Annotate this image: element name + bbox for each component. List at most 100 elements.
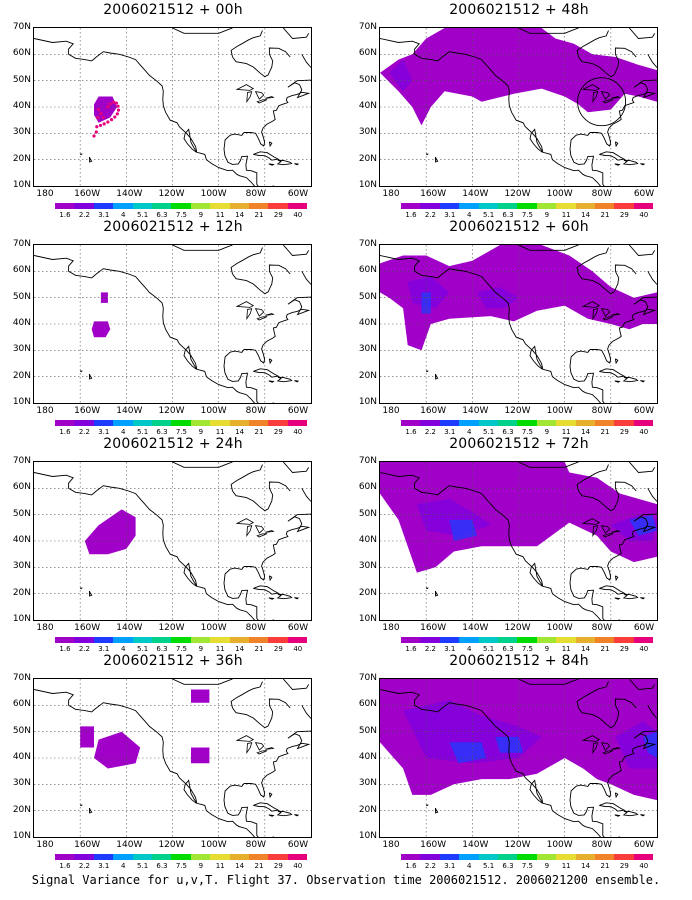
colorbar (55, 203, 308, 209)
observation-point (108, 102, 112, 106)
latitude-label: 40N (12, 535, 31, 545)
coastline (434, 807, 439, 814)
colorbar-swatch (248, 420, 269, 426)
coastline (232, 481, 291, 512)
map-svg (380, 245, 657, 403)
observation-point (106, 105, 110, 109)
colorbar-swatch (459, 203, 479, 209)
longitude-label: 100W (200, 406, 227, 416)
colorbar-swatch (287, 203, 308, 209)
coastline (628, 679, 656, 690)
lake-outline (592, 525, 599, 538)
colorbar-label: 14 (235, 211, 245, 219)
map-panel: 2006021512 + 24h 70N 60N 50N 40N 30N 20N 10N 180… (0, 434, 346, 653)
lake-outline (254, 308, 265, 317)
lake-outline (592, 91, 599, 104)
colorbar-swatch (497, 420, 518, 426)
colorbar-label: 14 (581, 428, 591, 436)
colorbar (55, 854, 308, 860)
longitude-label: 100W (546, 840, 573, 850)
lake-outline (256, 316, 268, 321)
coastline (172, 28, 233, 34)
observation-point (97, 108, 101, 112)
colorbar-swatch (132, 420, 152, 426)
colorbar-label: 4 (120, 862, 126, 870)
longitude-label: 140W (462, 406, 489, 416)
coastline (380, 38, 602, 186)
lake-outline (602, 533, 614, 538)
lake-outline (600, 742, 611, 751)
colorbar-swatch (517, 420, 537, 426)
longitude-label: 60W (633, 189, 655, 199)
coastline (232, 264, 291, 295)
lake-outline (265, 530, 275, 533)
colorbar-swatch (93, 203, 114, 209)
colorbar-label: 11 (561, 645, 571, 653)
colorbar (401, 637, 654, 643)
colorbar-swatch (556, 637, 576, 643)
latitude-label: 20N (12, 370, 31, 381)
colorbar-swatch (478, 637, 498, 643)
coastline (223, 730, 311, 837)
colorbar-swatch (575, 203, 595, 209)
colorbar-label: 3.1 (98, 211, 110, 219)
colorbar-label: 4 (120, 428, 126, 436)
longitude-label: 160W (74, 623, 101, 633)
colorbar-label: 21 (254, 862, 264, 870)
coastline (576, 464, 609, 492)
coastline (425, 804, 429, 807)
longitude-label: 120W (504, 189, 531, 199)
coastline (282, 28, 310, 39)
colorbar-swatch (229, 854, 249, 860)
longitude-label: 140W (462, 623, 489, 633)
colorbar-label: 1.6 (59, 428, 71, 436)
colorbar-swatch (439, 203, 460, 209)
colorbar-label: 21 (254, 428, 264, 436)
coastline (614, 380, 621, 383)
colorbar-label: 29 (273, 862, 283, 870)
map-panel: 2006021512 + 00h 70N 60N 50N 40N 30N 20N 10N 180… (0, 0, 346, 219)
map-svg (380, 462, 657, 620)
coastline (268, 141, 273, 148)
colorbar-swatch (132, 854, 152, 860)
colorbar-swatch (268, 854, 288, 860)
coastline (622, 159, 639, 166)
colorbar-label: 1.6 (59, 645, 71, 653)
longitude-label: 140W (462, 189, 489, 199)
colorbar-swatch (113, 420, 133, 426)
latitude-label: 70N (12, 22, 31, 32)
map-svg (34, 245, 311, 403)
latitude-label: 40N (12, 752, 31, 762)
colorbar-swatch (556, 203, 576, 209)
colorbar-swatch (74, 854, 94, 860)
colorbar-swatch (190, 203, 211, 209)
colorbar-swatch (536, 420, 557, 426)
latitude-label: 60N (358, 265, 377, 276)
lake-outline (254, 525, 265, 534)
map-area (379, 27, 658, 187)
coastline (628, 462, 656, 473)
lake-outline (600, 91, 611, 100)
plume-region (91, 321, 111, 338)
lake-outline (581, 735, 601, 742)
colorbar-swatch (229, 203, 249, 209)
coastline (282, 245, 310, 256)
lake-outline (581, 518, 601, 525)
colorbar-label: 29 (619, 645, 629, 653)
colorbar-swatch (439, 854, 460, 860)
coastline (268, 575, 273, 582)
colorbar-swatch (420, 203, 440, 209)
coastline (640, 814, 646, 817)
latitude-label: 10N (12, 397, 31, 407)
colorbar-label: 40 (639, 428, 649, 436)
colorbar-label: 29 (619, 862, 629, 870)
coastline (282, 462, 310, 473)
longitude-label: 120W (504, 840, 531, 850)
longitude-label: 60W (287, 406, 309, 416)
lake-outline (611, 96, 621, 99)
colorbar-label: 14 (581, 862, 591, 870)
lake-outline (235, 735, 255, 742)
latitude-label: 70N (358, 456, 377, 466)
colorbar-swatch (93, 637, 114, 643)
colorbar-label: 4 (120, 211, 126, 219)
